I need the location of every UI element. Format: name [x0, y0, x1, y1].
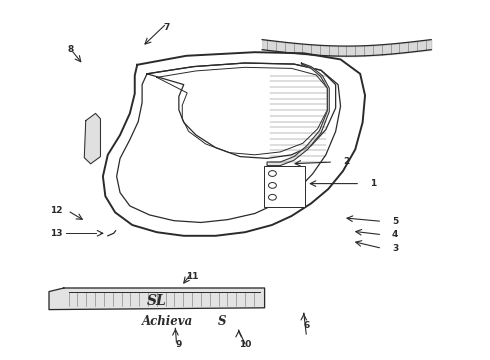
Text: 10: 10: [239, 340, 251, 349]
Text: Achieva: Achieva: [142, 315, 194, 328]
Polygon shape: [267, 63, 329, 166]
Polygon shape: [49, 288, 265, 310]
Circle shape: [269, 183, 276, 188]
Text: 6: 6: [303, 321, 309, 330]
Text: 12: 12: [50, 206, 63, 215]
Text: 11: 11: [186, 272, 199, 281]
Text: 13: 13: [50, 229, 63, 238]
Text: 1: 1: [370, 179, 376, 188]
Text: 9: 9: [175, 340, 182, 349]
Text: SL: SL: [147, 294, 167, 307]
Bar: [264, 166, 305, 207]
Circle shape: [269, 171, 276, 176]
Text: 8: 8: [68, 45, 74, 54]
Text: 3: 3: [392, 244, 398, 253]
Text: 2: 2: [343, 157, 349, 166]
Text: 5: 5: [392, 217, 398, 226]
Text: S: S: [218, 315, 226, 328]
Circle shape: [269, 194, 276, 200]
Text: 7: 7: [163, 23, 170, 32]
Text: 4: 4: [392, 230, 398, 239]
Polygon shape: [84, 113, 100, 164]
